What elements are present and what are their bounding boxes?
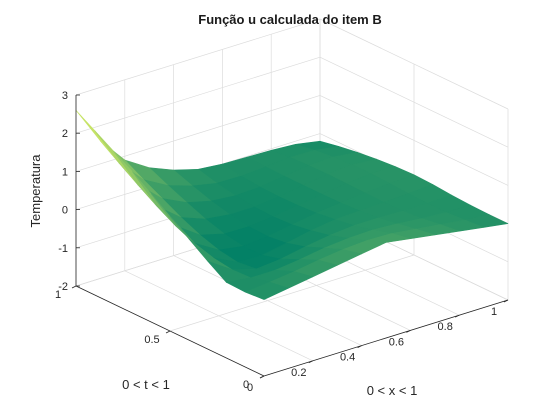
x-tick-label: 0.6 xyxy=(389,336,404,348)
z-tick-label: 1 xyxy=(62,166,68,178)
t-axis-label: 0 < t < 1 xyxy=(122,377,170,392)
chart-title: Função u calculada do item B xyxy=(198,12,381,27)
x-tick-label: 0.4 xyxy=(340,352,355,364)
t-tick-label: 0 xyxy=(243,379,249,391)
surface-layer xyxy=(76,110,508,299)
x-axis-line xyxy=(264,300,508,376)
surface-patch xyxy=(95,131,138,185)
grid-line xyxy=(76,19,320,95)
x-tick-label: 0.8 xyxy=(438,321,453,333)
x-tick-label: 0.2 xyxy=(291,367,306,379)
x-axis-label: 0 < x < 1 xyxy=(367,383,418,398)
z-tick-label: -2 xyxy=(58,281,68,293)
z-tick-label: -1 xyxy=(58,243,68,255)
t-tick-mark xyxy=(260,376,264,378)
z-axis-label: Temperatura xyxy=(28,154,43,228)
t-tick-mark xyxy=(166,331,170,333)
t-tick-label: 0.5 xyxy=(144,334,159,346)
x-tick-label: 1 xyxy=(491,306,497,318)
z-tick-label: 3 xyxy=(62,90,68,102)
surface-patch xyxy=(76,110,119,163)
z-tick-label: 0 xyxy=(62,205,68,217)
t-tick-mark xyxy=(72,286,76,288)
z-tick-label: 2 xyxy=(62,128,68,140)
grid-line xyxy=(76,57,320,133)
